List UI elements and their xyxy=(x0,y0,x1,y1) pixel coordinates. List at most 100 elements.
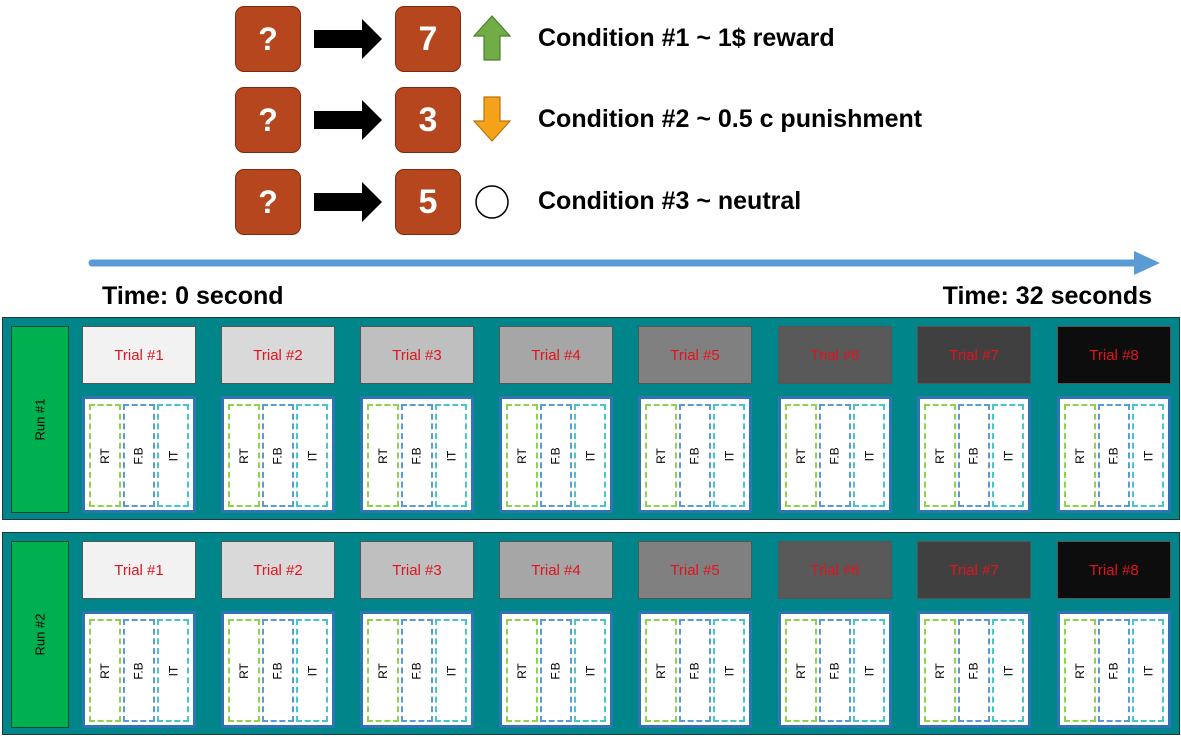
phase-it: IT xyxy=(296,404,328,507)
trial-box: Trial #8 xyxy=(1057,541,1171,599)
phase-label: RT xyxy=(933,447,947,464)
phase-it: IT xyxy=(1132,619,1164,722)
condition-label: Condition #1 ~ 1$ reward xyxy=(538,24,835,52)
phase-fb: F.B xyxy=(262,619,294,722)
phase-it: IT xyxy=(574,619,606,722)
phase-it: IT xyxy=(157,404,189,507)
trial-phases: RT F.B IT xyxy=(221,396,335,513)
run-label: Run #1 xyxy=(11,326,69,513)
trial-phases: RT F.B IT xyxy=(638,611,752,728)
phase-rt: RT xyxy=(1064,619,1096,722)
phase-rt: RT xyxy=(785,619,817,722)
run-label-text: Run #1 xyxy=(32,398,48,441)
phase-label: IT xyxy=(861,450,876,461)
phase-label: IT xyxy=(443,450,458,461)
up-arrow-icon xyxy=(473,15,512,61)
trial-box: Trial #5 xyxy=(638,541,752,599)
trial-phases: RT F.B IT xyxy=(917,611,1031,728)
phase-it: IT xyxy=(435,619,467,722)
condition-label: Condition #2 ~ 0.5 c punishment xyxy=(538,105,923,133)
phase-label: RT xyxy=(515,662,529,679)
phase-label: F.B xyxy=(828,661,842,680)
trial-box: Trial #2 xyxy=(221,326,335,384)
phase-rt: RT xyxy=(924,619,956,722)
phase-label: IT xyxy=(721,665,736,676)
outcome-box: 5 xyxy=(395,169,461,235)
timeline-arrow xyxy=(88,251,1160,275)
down-arrow-icon xyxy=(473,96,512,142)
phase-rt: RT xyxy=(89,404,121,507)
phase-label: F.B xyxy=(410,446,424,465)
condition-label: Condition #3 ~ neutral xyxy=(538,187,802,215)
phase-label: F.B xyxy=(828,446,842,465)
phase-label: RT xyxy=(515,447,529,464)
phase-fb: F.B xyxy=(958,404,990,507)
trial-box: Trial #4 xyxy=(499,326,613,384)
trial-box: Trial #3 xyxy=(360,326,474,384)
phase-label: RT xyxy=(237,662,251,679)
trial-phases: RT F.B IT xyxy=(778,611,892,728)
phase-fb: F.B xyxy=(401,404,433,507)
phase-it: IT xyxy=(157,619,189,722)
phase-label: F.B xyxy=(1107,446,1121,465)
phase-label: RT xyxy=(654,662,668,679)
trial-phases: RT F.B IT xyxy=(360,396,474,513)
phase-rt: RT xyxy=(228,404,260,507)
phase-label: RT xyxy=(98,447,112,464)
phase-label: IT xyxy=(304,450,319,461)
phase-fb: F.B xyxy=(540,619,572,722)
trial-phases: RT F.B IT xyxy=(360,611,474,728)
run-label: Run #2 xyxy=(11,541,69,728)
phase-label: RT xyxy=(376,662,390,679)
phase-it: IT xyxy=(296,619,328,722)
cue-box: ? xyxy=(235,169,301,235)
phase-label: F.B xyxy=(549,446,563,465)
phase-rt: RT xyxy=(506,404,538,507)
phase-label: IT xyxy=(1000,665,1015,676)
phase-rt: RT xyxy=(367,619,399,722)
trial-box: Trial #4 xyxy=(499,541,613,599)
phase-label: F.B xyxy=(967,661,981,680)
cue-box: ? xyxy=(235,87,301,153)
outcome-box: 3 xyxy=(395,87,461,153)
phase-label: IT xyxy=(443,665,458,676)
phase-label: IT xyxy=(165,450,180,461)
phase-label: RT xyxy=(794,447,808,464)
trial-phases: RT F.B IT xyxy=(778,396,892,513)
phase-label: RT xyxy=(654,447,668,464)
phase-rt: RT xyxy=(367,404,399,507)
trial-phases: RT F.B IT xyxy=(499,396,613,513)
trial-box: Trial #7 xyxy=(917,541,1031,599)
phase-it: IT xyxy=(1132,404,1164,507)
trial-box: Trial #2 xyxy=(221,541,335,599)
phase-it: IT xyxy=(853,619,885,722)
trial-phases: RT F.B IT xyxy=(917,396,1031,513)
circle-icon xyxy=(475,185,509,219)
phase-label: IT xyxy=(304,665,319,676)
trial-box: Trial #5 xyxy=(638,326,752,384)
trial-box: Trial #7 xyxy=(917,326,1031,384)
phase-fb: F.B xyxy=(958,619,990,722)
trial-box: Trial #8 xyxy=(1057,326,1171,384)
right-arrow-icon xyxy=(314,182,382,222)
phase-it: IT xyxy=(992,404,1024,507)
phase-label: RT xyxy=(794,662,808,679)
trial-phases: RT F.B IT xyxy=(1057,611,1171,728)
trial-box: Trial #1 xyxy=(82,326,196,384)
trial-box: Trial #3 xyxy=(360,541,474,599)
phase-label: F.B xyxy=(410,661,424,680)
phase-rt: RT xyxy=(1064,404,1096,507)
phase-rt: RT xyxy=(785,404,817,507)
phase-fb: F.B xyxy=(1098,619,1130,722)
phase-rt: RT xyxy=(645,619,677,722)
phase-label: RT xyxy=(237,447,251,464)
phase-fb: F.B xyxy=(1098,404,1130,507)
run-label-text: Run #2 xyxy=(32,613,48,656)
phase-rt: RT xyxy=(924,404,956,507)
phase-fb: F.B xyxy=(679,619,711,722)
trial-box: Trial #6 xyxy=(778,326,892,384)
phase-label: F.B xyxy=(132,446,146,465)
phase-it: IT xyxy=(435,404,467,507)
phase-fb: F.B xyxy=(819,404,851,507)
phase-label: F.B xyxy=(967,446,981,465)
